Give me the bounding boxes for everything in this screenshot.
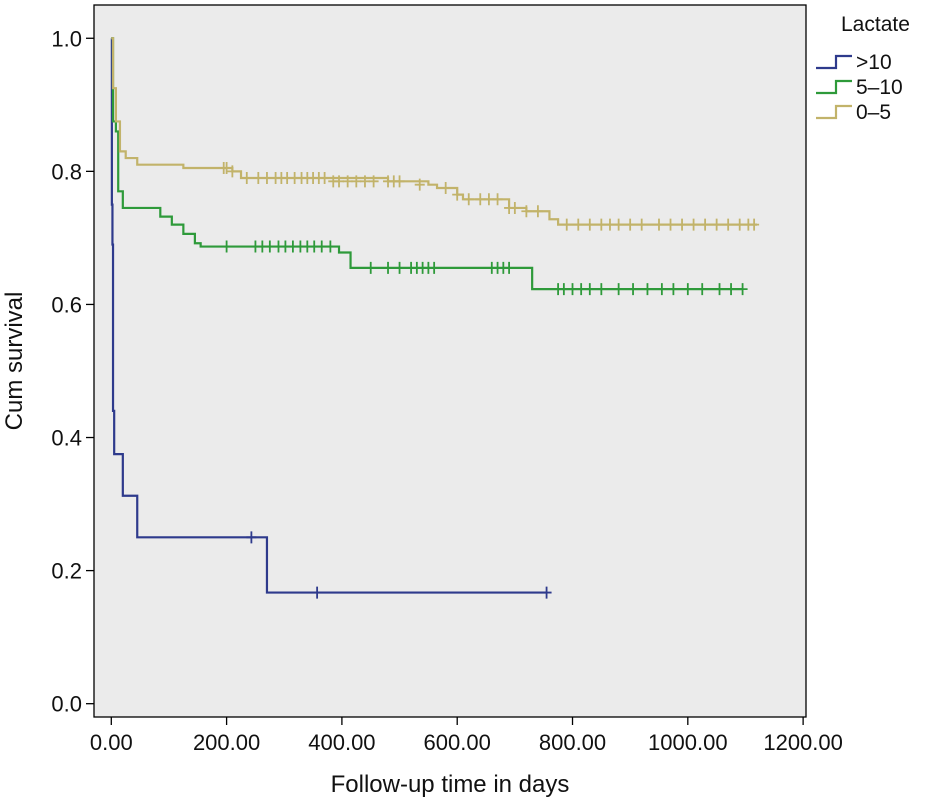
censor-mark	[653, 218, 664, 231]
censor-mark	[316, 240, 327, 253]
censor-mark	[628, 283, 639, 296]
censor-mark	[483, 193, 494, 206]
censor-mark	[604, 218, 615, 231]
x-tick-label: 200.00	[193, 730, 260, 755]
censor-mark	[596, 283, 607, 296]
legend-swatch-2	[816, 79, 852, 95]
legend-label-2: 5–10	[856, 76, 903, 99]
series-line-2	[111, 37, 743, 291]
censor-mark	[567, 283, 578, 296]
legend-swatch-1	[816, 54, 852, 70]
censor-mark	[365, 261, 376, 274]
censor-mark	[383, 261, 394, 274]
censor-mark	[558, 283, 569, 296]
x-tick-label: 0.00	[90, 730, 133, 755]
censor-mark	[509, 201, 520, 214]
x-axis-title: Follow-up time in days	[331, 771, 570, 798]
legend-swatch-3	[816, 104, 852, 120]
censor-mark	[492, 193, 503, 206]
censor-mark	[221, 162, 232, 175]
censor-mark	[541, 586, 552, 599]
censor-mark	[665, 218, 676, 231]
y-tick-label: 0.4	[51, 426, 82, 451]
legend: >105–100–5	[816, 51, 903, 124]
censor-mark	[342, 175, 353, 188]
plot-area	[94, 5, 806, 717]
censor-mark	[312, 586, 323, 599]
y-tick-label: 1.0	[51, 26, 82, 51]
censor-mark	[714, 283, 725, 296]
censor-mark	[359, 175, 370, 188]
censor-mark	[264, 240, 275, 253]
censor-mark	[440, 181, 451, 194]
censor-mark	[394, 261, 405, 274]
plot-frame	[93, 4, 807, 718]
censor-mark	[429, 261, 440, 274]
censor-mark	[351, 175, 362, 188]
legend-label-1: >10	[856, 51, 892, 74]
censor-mark	[749, 218, 760, 231]
y-tick-label: 0.6	[51, 292, 82, 317]
censor-mark	[241, 172, 252, 185]
censor-mark	[656, 283, 667, 296]
y-tick-label: 0.8	[51, 159, 82, 184]
censor-mark	[584, 283, 595, 296]
censor-mark	[723, 218, 734, 231]
x-tick-label: 400.00	[308, 730, 375, 755]
censor-mark	[325, 240, 336, 253]
censor-mark	[636, 218, 647, 231]
censor-mark	[642, 283, 653, 296]
y-axis: 0.0 0.2 0.4 0.6 0.8 1.0	[51, 26, 94, 717]
censor-mark	[334, 175, 345, 188]
censor-mark	[625, 218, 636, 231]
censor-mark	[726, 283, 737, 296]
y-tick-label: 0.0	[51, 692, 82, 717]
x-axis: 0.00 200.00 400.00 600.00 800.00 1000.00 1200.…	[90, 717, 843, 755]
series-line-1	[110, 37, 547, 594]
censor-mark	[737, 283, 748, 296]
x-tick-label: 800.00	[539, 730, 606, 755]
censor-mark	[253, 172, 264, 185]
censor-mark	[475, 193, 486, 206]
censor-mark	[221, 240, 232, 253]
censor-mark	[504, 261, 515, 274]
censor-mark	[463, 193, 474, 206]
censor-mark	[613, 283, 624, 296]
censor-mark	[394, 175, 405, 188]
censor-mark	[613, 218, 624, 231]
legend-title: Lactate	[841, 13, 910, 36]
censor-mark	[368, 175, 379, 188]
y-tick-label: 0.2	[51, 559, 82, 584]
censor-mark	[261, 172, 272, 185]
censor-mark	[452, 188, 463, 201]
censor-mark	[227, 165, 238, 178]
censor-mark	[688, 218, 699, 231]
censor-mark	[584, 218, 595, 231]
censor-mark	[576, 283, 587, 296]
x-tick-label: 1000.00	[648, 730, 728, 755]
censor-mark	[521, 205, 532, 218]
censor-mark	[596, 218, 607, 231]
censor-mark	[561, 218, 572, 231]
censor-mark	[711, 218, 722, 231]
x-tick-label: 600.00	[424, 730, 491, 755]
censor-mark	[573, 218, 584, 231]
censor-mark	[677, 218, 688, 231]
legend-label-3: 0–5	[856, 101, 891, 124]
censor-mark	[319, 172, 330, 185]
censor-mark	[700, 218, 711, 231]
censor-mark	[697, 283, 708, 296]
censor-mark	[668, 283, 679, 296]
x-tick-label: 1200.00	[763, 730, 843, 755]
series-layer	[110, 37, 760, 599]
censor-mark	[532, 205, 543, 218]
censor-mark	[246, 531, 257, 544]
y-axis-title: Cum survival	[1, 292, 28, 431]
censor-mark	[414, 178, 425, 191]
censor-mark	[682, 283, 693, 296]
censor-mark	[734, 218, 745, 231]
